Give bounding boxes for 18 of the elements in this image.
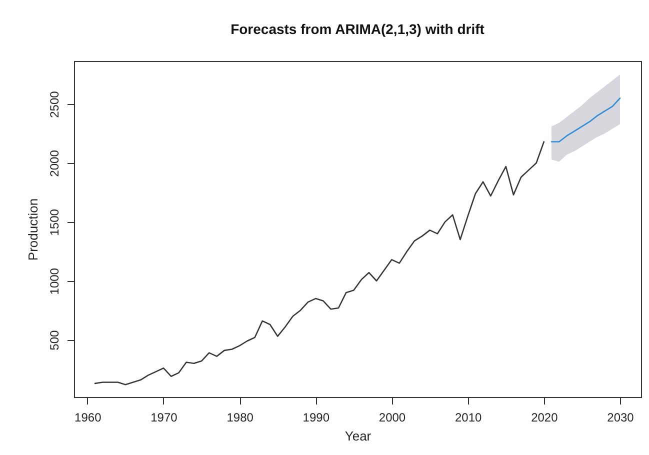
x-axis-title: Year [344, 428, 372, 444]
x-tick-label: 2000 [378, 410, 406, 424]
x-tick-label: 1970 [150, 410, 178, 424]
y-axis-title: Production [26, 198, 40, 261]
y-tick-label: 1500 [48, 208, 62, 236]
y-tick-label: 500 [48, 330, 62, 350]
x-tick-label: 2010 [454, 410, 482, 424]
x-tick-label: 1980 [226, 410, 254, 424]
y-tick-label: 2000 [48, 150, 62, 177]
x-tick-label: 2030 [607, 410, 634, 424]
x-tick-label: 2020 [531, 410, 558, 424]
x-tick-label: 1960 [74, 410, 102, 424]
y-tick-label: 2500 [48, 90, 62, 118]
x-tick-label: 1990 [302, 410, 330, 424]
y-tick-label: 1000 [48, 268, 62, 295]
line-series [550, 97, 621, 142]
chart-title: Forecasts from ARIMA(2,1,3) with drift [230, 21, 485, 37]
line-series [94, 141, 545, 386]
